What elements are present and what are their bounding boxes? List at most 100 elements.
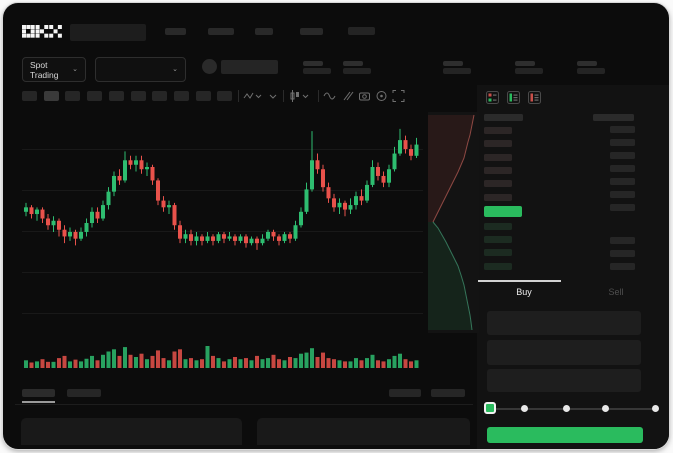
timeframe-slot[interactable] (152, 91, 168, 101)
chart-gridline (22, 272, 423, 273)
orders-tab-active-underline (22, 401, 55, 403)
candlestick (293, 225, 298, 239)
last-price-bar[interactable] (484, 206, 522, 217)
timeframe-slot[interactable] (195, 91, 211, 101)
book-bids-view-icon[interactable] (507, 91, 520, 104)
stat-value-placeholder (515, 68, 543, 74)
bottom-right-action-placeholder[interactable] (389, 389, 421, 397)
candle-type-icon[interactable] (290, 89, 309, 103)
book-size-row[interactable] (610, 139, 635, 146)
timeframe-slot[interactable] (130, 91, 146, 101)
amount-slider-handle[interactable] (484, 402, 496, 414)
fullscreen-icon[interactable] (392, 89, 405, 103)
orders-tab-placeholder[interactable] (22, 389, 55, 397)
market-type-label: Spot Trading (30, 59, 59, 80)
book-size-row[interactable] (610, 250, 635, 257)
bid-row[interactable] (484, 249, 512, 257)
history-tab-placeholder[interactable] (67, 389, 101, 397)
ask-row[interactable] (484, 127, 512, 134)
amount-slider-track[interactable] (487, 408, 657, 410)
ask-row[interactable] (484, 153, 512, 161)
candlestick-chart[interactable] (22, 111, 423, 335)
volume-bar (233, 357, 237, 368)
total-input-placeholder[interactable] (487, 369, 641, 392)
book-size-row[interactable] (610, 263, 635, 270)
slider-dot[interactable] (602, 404, 609, 412)
candlestick (128, 160, 133, 165)
timeframe-slot[interactable] (217, 91, 233, 101)
candlestick (238, 236, 243, 241)
nav-item-placeholder[interactable] (165, 28, 186, 35)
book-size-row[interactable] (610, 204, 635, 211)
ask-row[interactable] (484, 166, 512, 174)
stat-value-placeholder (343, 68, 371, 74)
timeframe-slot[interactable] (87, 91, 103, 101)
okx-logo[interactable] (22, 25, 62, 43)
pair-select[interactable]: ⌄ (95, 57, 186, 82)
nav-item-placeholder[interactable] (255, 28, 273, 35)
candlestick (112, 175, 116, 192)
header-right-placeholder (348, 27, 375, 35)
candlestick (343, 202, 347, 210)
volume-bar (101, 354, 105, 368)
amount-input-placeholder[interactable] (487, 340, 641, 365)
bid-row[interactable] (484, 235, 512, 243)
candlestick (106, 191, 111, 206)
chart-gridline (22, 190, 423, 191)
indicators-icon[interactable] (323, 89, 336, 103)
buy-submit-button[interactable] (487, 427, 643, 443)
market-type-select[interactable]: Spot Trading ⌄ (22, 57, 86, 82)
slider-dot[interactable] (652, 404, 659, 412)
volume-bar (255, 355, 259, 368)
volume-bar (189, 358, 193, 368)
line-type-icon[interactable] (243, 89, 262, 103)
candlestick (392, 153, 397, 170)
ask-row[interactable] (484, 140, 512, 148)
volume-bar (40, 359, 45, 368)
bid-row[interactable] (484, 262, 512, 270)
camera-icon[interactable] (358, 89, 371, 103)
book-asks-view-icon[interactable] (528, 91, 541, 104)
timeframe-slot[interactable] (173, 91, 189, 101)
book-size-row[interactable] (610, 237, 635, 244)
nav-item-placeholder[interactable] (300, 28, 323, 35)
timeframe-slot[interactable] (43, 91, 59, 101)
candlestick (156, 180, 160, 201)
ask-row[interactable] (484, 180, 512, 188)
slider-dot[interactable] (563, 404, 570, 412)
timeframe-slot[interactable] (65, 91, 81, 101)
volume-bar (348, 361, 353, 368)
indicator-chevron-icon[interactable] (269, 89, 277, 103)
volume-chart (24, 346, 419, 368)
settings-icon[interactable] (375, 89, 388, 103)
volume-bar (354, 358, 358, 368)
top-nav (3, 3, 669, 43)
candlestick (409, 149, 413, 156)
volume-bar (244, 358, 248, 368)
slider-dot[interactable] (521, 404, 528, 412)
volume-bar (134, 357, 138, 368)
timeframe-slot[interactable] (22, 91, 37, 101)
candlestick (123, 160, 127, 181)
drawing-tools-icon[interactable] (341, 89, 354, 103)
book-size-row[interactable] (610, 191, 635, 198)
ask-row[interactable] (484, 193, 512, 201)
volume-bar (227, 359, 232, 368)
price-input-placeholder[interactable] (487, 311, 641, 335)
nav-item-placeholder[interactable] (208, 28, 234, 35)
timeframe-slot[interactable] (108, 91, 124, 101)
bottom-right-action2-placeholder[interactable] (431, 389, 465, 397)
tab-sell[interactable]: Sell (608, 287, 624, 297)
candlestick (387, 169, 391, 183)
book-split-view-icon[interactable] (486, 91, 499, 104)
book-size-row[interactable] (610, 178, 635, 185)
tab-buy[interactable]: Buy (516, 287, 532, 297)
book-size-row[interactable] (610, 152, 635, 159)
volume-bar (205, 346, 210, 368)
book-size-row[interactable] (610, 126, 635, 133)
book-size-row[interactable] (610, 165, 635, 172)
bid-row[interactable] (484, 222, 512, 230)
volume-bar (183, 359, 188, 368)
candlestick (381, 175, 386, 183)
volume-bar (387, 359, 391, 368)
